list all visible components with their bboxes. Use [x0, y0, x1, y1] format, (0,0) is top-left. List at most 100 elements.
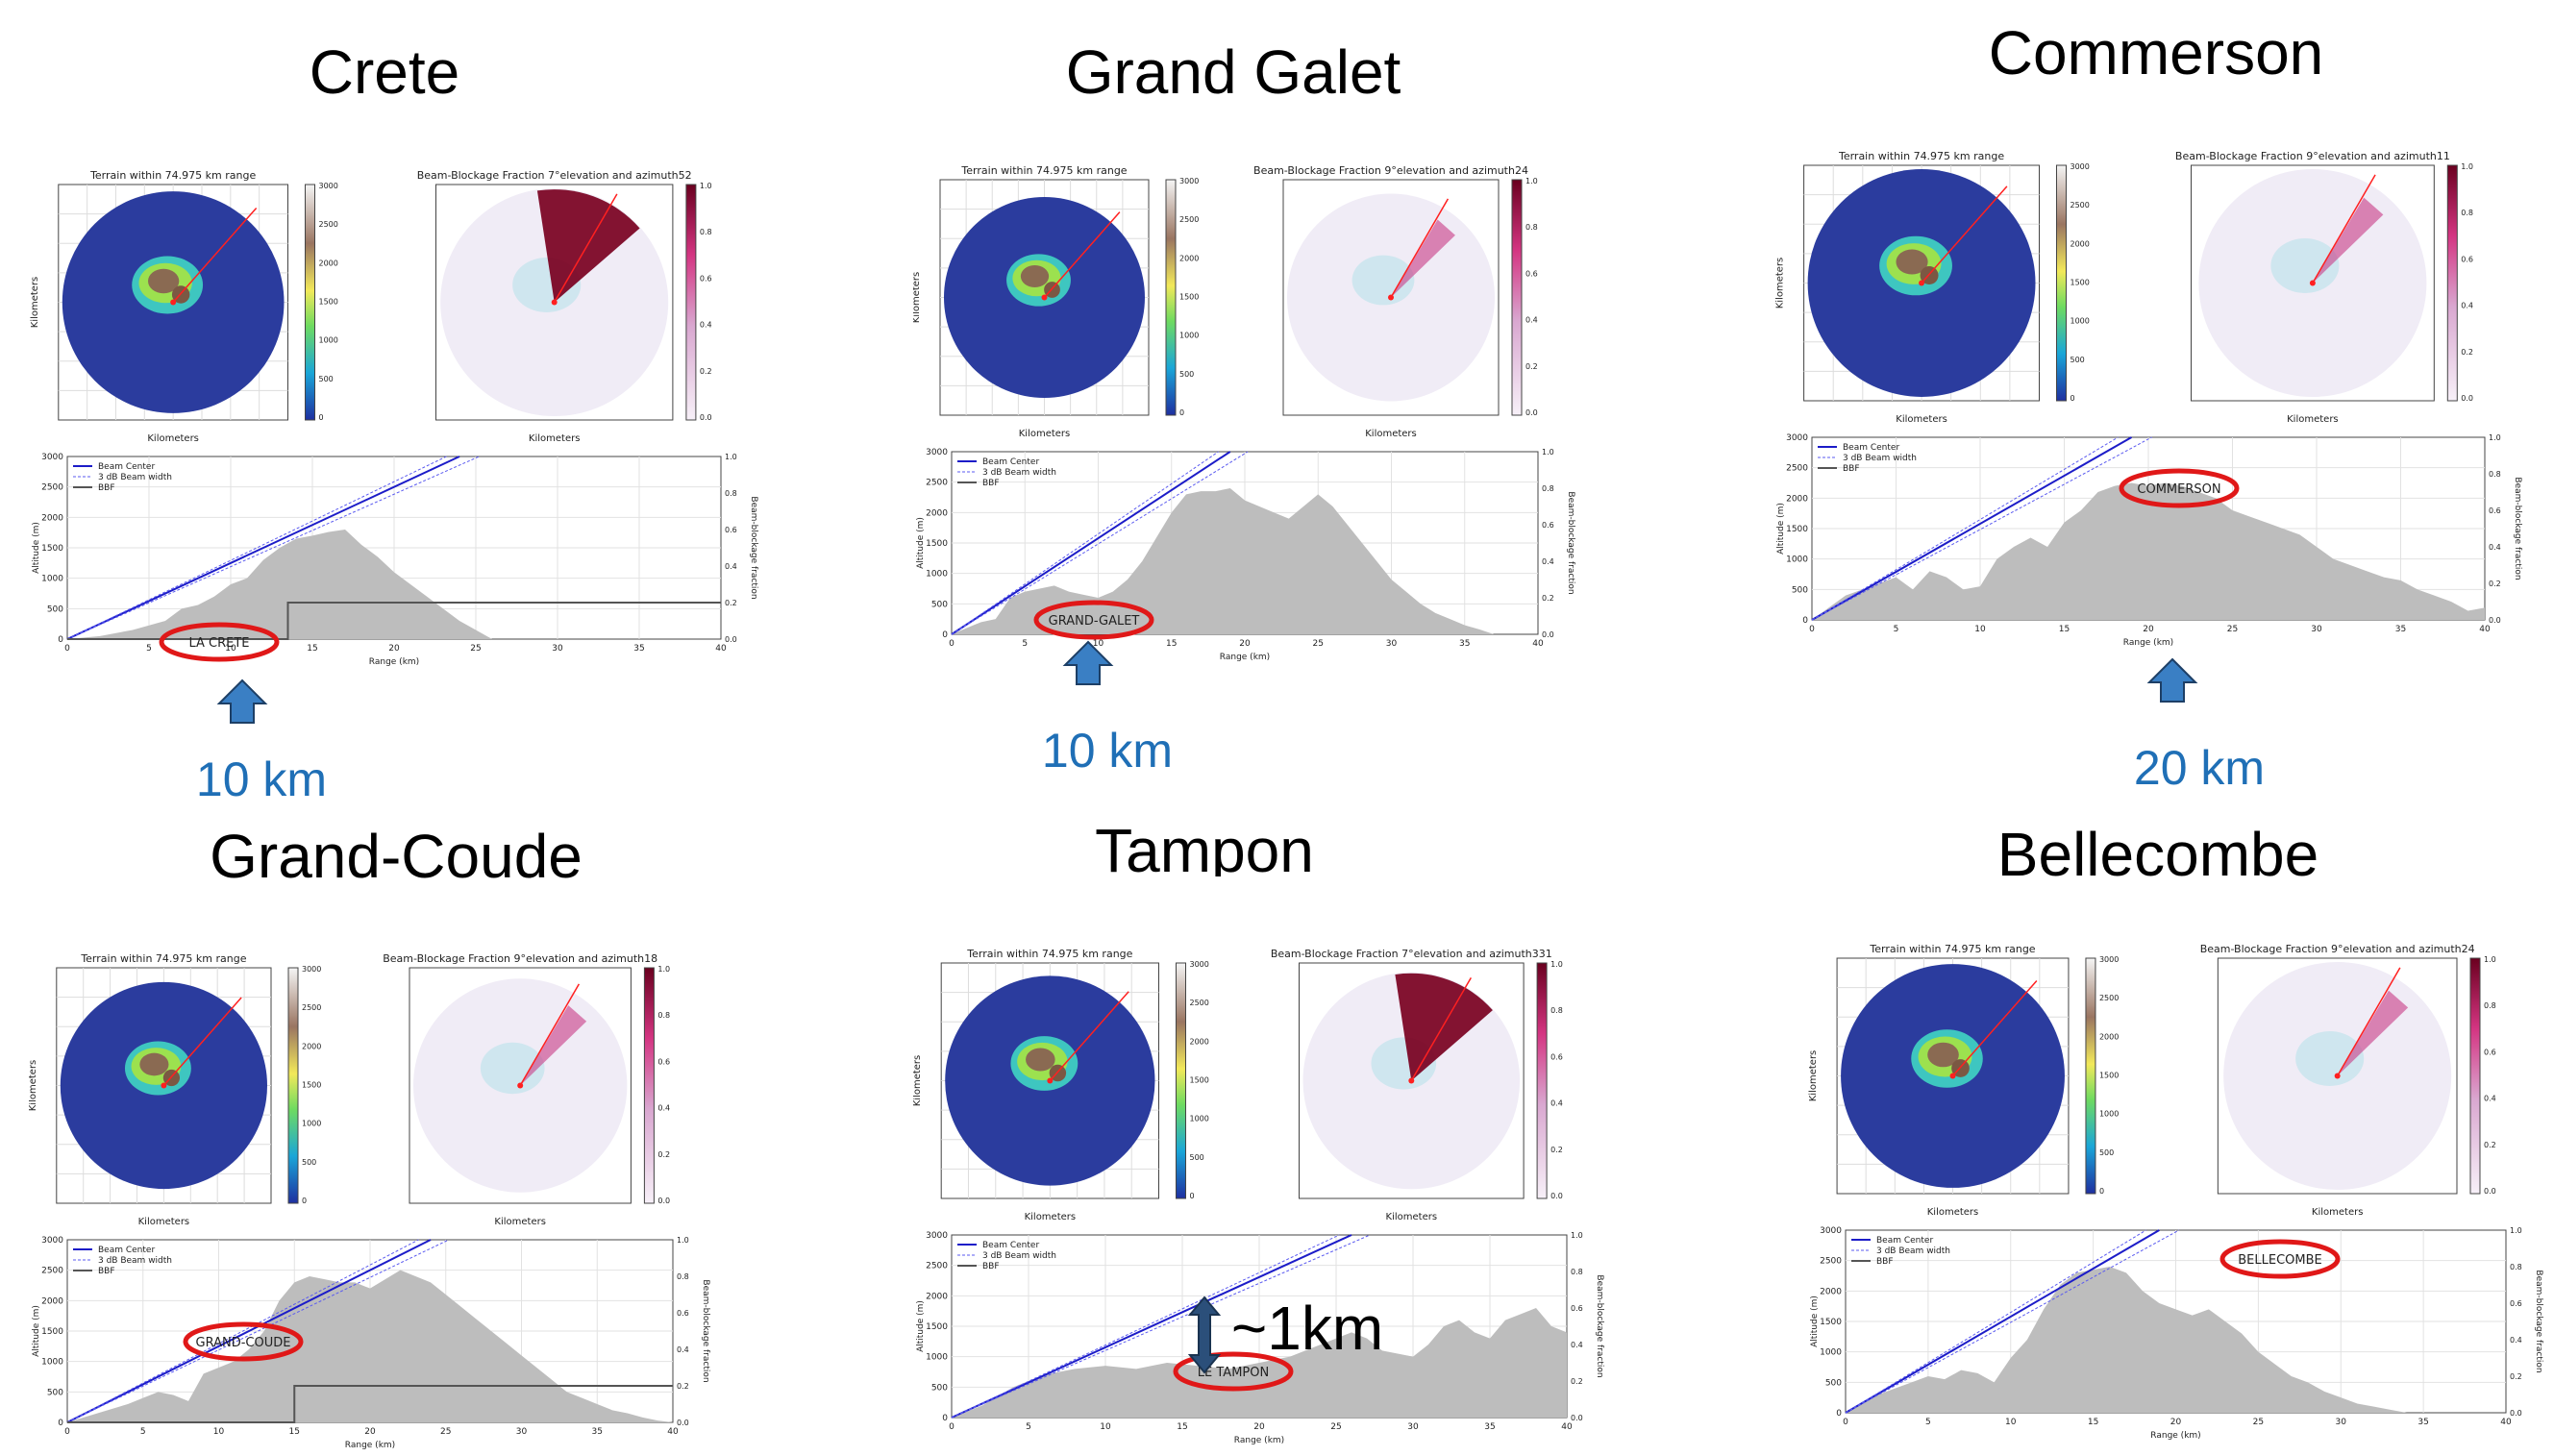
colorbar-tick: 0.4 [657, 1104, 670, 1113]
bbf-wedge [2337, 990, 2409, 1076]
bbf-xlabel: Kilometers [1365, 429, 1417, 439]
site-title-grand-galet: Grand Galet [1065, 37, 1401, 107]
legend-label: BBF [98, 483, 115, 493]
profile-xlabel: Range (km) [1220, 653, 1270, 662]
terrain-ylabel: Kilometers [1808, 1050, 1819, 1102]
colorbar-tick: 2500 [1190, 999, 1209, 1007]
radar-marker [1949, 1073, 1956, 1079]
beam-width-lower [951, 451, 1219, 635]
colorbar-tick: 0.0 [2484, 1187, 2496, 1196]
profile-x-tick: 40 [2479, 625, 2491, 634]
profile-bbf-tick: 0.4 [725, 562, 737, 571]
profile-bbf-tick: 0.8 [677, 1272, 689, 1281]
bbf-island [1351, 255, 1415, 306]
bbf-map-title: Beam-Blockage Fraction 9°elevation and a… [1253, 164, 1528, 177]
terrain-island-peak [1020, 265, 1050, 287]
legend-label: Beam Center [982, 1241, 1039, 1250]
legend-label: BBF [1876, 1257, 1894, 1267]
legend-label: BBF [98, 1267, 115, 1276]
profile-y-tick: 2000 [1786, 494, 1808, 504]
profile-bbf-tick: 0.8 [2510, 1263, 2522, 1271]
legend-label: 3 dB Beam width [1843, 454, 1917, 463]
beam-azimuth-line [1049, 991, 1129, 1081]
colorbar-tick: 0.2 [657, 1150, 670, 1159]
terrain-ylabel: Kilometers [30, 277, 40, 329]
bbf-colorbar [1511, 179, 1523, 416]
colorbar-tick: 1.0 [1550, 960, 1563, 969]
terrain-colorbar [2056, 164, 2067, 402]
legend-label: Beam Center [98, 1246, 155, 1255]
profile-xlabel: Range (km) [2150, 1431, 2200, 1441]
colorbar-tick: 0.6 [657, 1057, 670, 1066]
profile-y-tick: 0 [942, 1414, 948, 1423]
terrain-profile [952, 488, 1495, 634]
terrain-ylabel: Kilometers [913, 272, 922, 324]
colorbar-tick: 1.0 [2484, 955, 2496, 964]
colorbar-tick: 500 [1190, 1153, 1204, 1162]
colorbar-tick: 0.0 [700, 413, 712, 422]
beam-width-lower [1811, 436, 2119, 621]
profile-x-tick: 5 [140, 1427, 146, 1437]
site-title-grand-coude: Grand-Coude [210, 822, 583, 891]
colorbar-tick: 1500 [319, 298, 338, 307]
profile-bbf-tick: 0.2 [2510, 1372, 2522, 1381]
profile-x-tick: 15 [1177, 1422, 1187, 1432]
terrain-profile [1812, 482, 2485, 620]
profile-y-tick: 1000 [1820, 1348, 1842, 1358]
terrain-island-peak [1026, 1048, 1055, 1072]
profile-ylabel: Altitude (m) [1810, 1296, 1820, 1347]
colorbar-tick: 0.8 [700, 228, 712, 236]
bbf-line [67, 1385, 673, 1423]
colorbar-tick: 1500 [302, 1081, 321, 1090]
legend-label: 3 dB Beam width [98, 473, 172, 482]
colorbar-tick: 0 [1179, 408, 1184, 417]
legend-label: Beam Center [982, 457, 1039, 467]
colorbar-tick: 2000 [1190, 1037, 1209, 1046]
colorbar-tick: 0.4 [700, 321, 712, 330]
profile-bbf-ylabel: Beam-blockage fraction [1566, 491, 1575, 594]
terrain-profile [952, 1308, 1567, 1418]
legend-label: BBF [982, 1262, 1000, 1271]
beam-width-upper [951, 451, 1249, 635]
site-title-tampon: Tampon [1095, 816, 1314, 876]
terrain-island-peak [139, 1052, 169, 1076]
profile-y-tick: 2500 [926, 1262, 948, 1271]
profile-bbf-tick: 1.0 [2489, 433, 2501, 442]
arrow-up-icon [216, 679, 268, 724]
profile-y-tick: 500 [1825, 1378, 1842, 1388]
profile-x-tick: 10 [1100, 1422, 1111, 1432]
bbf-azimuth-line [1390, 198, 1450, 298]
profile-x-tick: 25 [2227, 625, 2238, 634]
profile-y-tick: 3000 [41, 1236, 63, 1246]
colorbar-tick: 0.2 [700, 367, 712, 376]
terrain-map-title: Terrain within 74.975 km range [89, 169, 256, 182]
figure-tampon: Terrain within 74.975 km range Kilometers… [913, 948, 1604, 1445]
bbf-colorbar [685, 184, 697, 421]
bbf-map-title: Beam-Blockage Fraction 9°elevation and a… [383, 952, 657, 965]
site-title-commerson: Commerson [1988, 18, 2324, 87]
colorbar-tick: 0.6 [700, 274, 712, 283]
profile-y-tick: 2500 [926, 479, 948, 488]
profile-x-tick: 20 [2170, 1418, 2182, 1427]
bbf-island [480, 1042, 545, 1095]
figure-grand-coude: Terrain within 74.975 km range Kilometers… [29, 952, 710, 1450]
bbf-azimuth-line [1410, 976, 1472, 1081]
profile-bbf-tick: 0.0 [725, 635, 737, 644]
profile-x-tick: 15 [289, 1427, 300, 1437]
profile-x-tick: 0 [1843, 1418, 1848, 1427]
figure-grand-galet: Terrain within 74.975 km range Kilometers… [913, 164, 1575, 662]
figure-crete: Terrain within 74.975 km range Kilometers… [30, 169, 758, 667]
profile-y-tick: 3000 [1786, 433, 1808, 443]
profile-x-tick: 40 [1561, 1422, 1573, 1432]
bbf-azimuth-line [2337, 967, 2401, 1076]
profile-y-tick: 0 [942, 630, 948, 640]
profile-x-tick: 15 [2059, 625, 2070, 634]
bbf-azimuth-line [554, 193, 618, 303]
radar-marker [170, 299, 177, 306]
profile-x-tick: 40 [715, 644, 727, 654]
bbf-azimuth-line [519, 983, 581, 1086]
profile-x-tick: 10 [1974, 625, 1986, 634]
colorbar-tick: 1500 [2099, 1072, 2119, 1080]
beam-azimuth-line [162, 997, 242, 1086]
